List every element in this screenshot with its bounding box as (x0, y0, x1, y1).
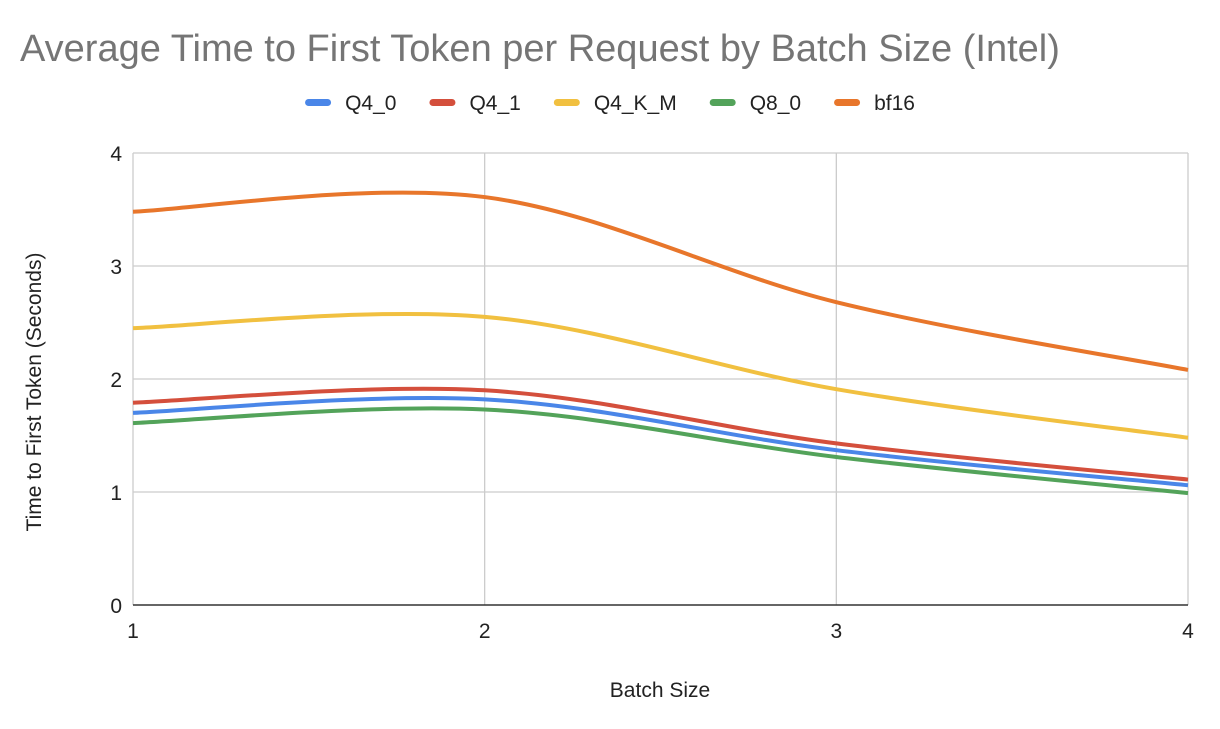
series-line-bf16 (132, 190, 1189, 372)
x-axis-label: Batch Size (610, 679, 710, 702)
y-tick-label: 3 (110, 256, 122, 279)
legend-label: Q4_K_M (594, 92, 677, 115)
x-tick-label: 4 (1182, 620, 1194, 643)
legend-label: Q4_0 (345, 92, 396, 115)
legend-label: bf16 (874, 92, 915, 115)
series-line-q4-1 (132, 386, 1189, 482)
series-line-q4-0 (132, 396, 1189, 488)
legend-label: Q8_0 (750, 92, 801, 115)
x-tick-labels: 1 2 3 4 (127, 620, 1194, 643)
chart-title: Average Time to First Token per Request … (20, 28, 1060, 70)
x-tick-label: 3 (830, 620, 842, 643)
legend-item-q4-k-m: Q4_K_M (553, 92, 677, 115)
legend-swatch (305, 99, 332, 106)
legend-label: Q4_1 (469, 92, 520, 115)
y-tick-label: 1 (110, 482, 122, 505)
y-tick-labels: 0 1 2 3 4 (110, 143, 122, 618)
legend-item-q4-0: Q4_0 (305, 92, 396, 115)
y-tick-label: 0 (110, 595, 122, 618)
legend-swatch (709, 99, 736, 106)
y-tick-label: 4 (110, 143, 122, 166)
y-axis-label: Time to First Token (Seconds) (23, 253, 46, 532)
legend-swatch (834, 99, 861, 106)
y-tick-label: 2 (110, 369, 122, 392)
x-tick-label: 1 (127, 620, 139, 643)
legend-item-bf16: bf16 (834, 92, 915, 115)
legend-item-q4-1: Q4_1 (429, 92, 521, 115)
series-line-q4-k-m (132, 311, 1189, 440)
legend-item-q8-0: Q8_0 (709, 92, 801, 115)
legend: Q4_0 Q4_1 Q4_K_M Q8_0 bf16 (305, 92, 915, 115)
series-lines (132, 190, 1189, 496)
legend-swatch (429, 99, 456, 106)
series-line-q8-0 (132, 406, 1189, 496)
gridlines (132, 152, 1189, 605)
x-tick-label: 2 (479, 620, 491, 643)
legend-swatch (553, 99, 580, 106)
